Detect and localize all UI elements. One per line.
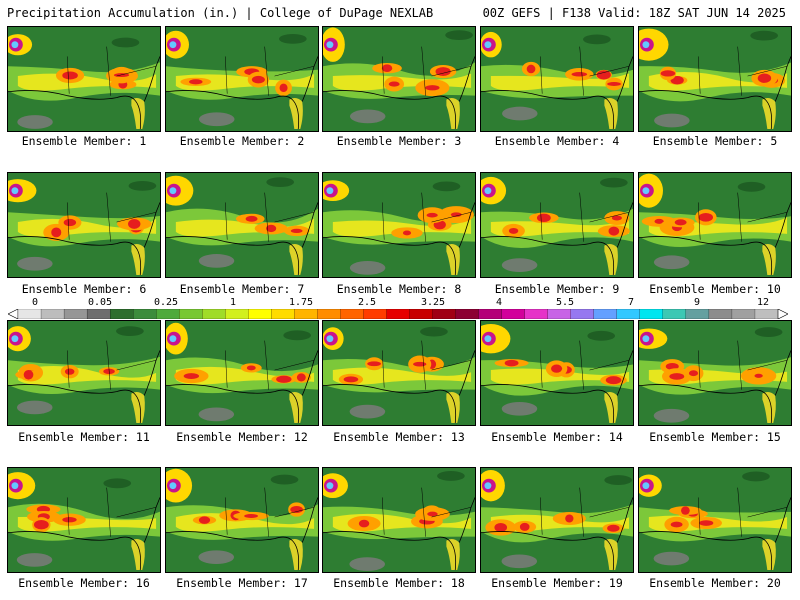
ensemble-member-map <box>7 467 161 573</box>
ensemble-member-label: Ensemble Member: 12 <box>176 430 308 444</box>
ensemble-member-label: Ensemble Member: 15 <box>649 430 781 444</box>
ensemble-member-label: Ensemble Member: 14 <box>491 430 623 444</box>
ensemble-member-label: Ensemble Member: 2 <box>179 134 305 148</box>
ensemble-member-label: Ensemble Member: 18 <box>333 576 465 590</box>
ensemble-member-label: Ensemble Member: 10 <box>649 282 781 296</box>
map-title: Precipitation Accumulation (in.) | Colle… <box>7 6 434 20</box>
ensemble-member-label: Ensemble Member: 8 <box>336 282 462 296</box>
color-scale-graphic <box>8 309 788 319</box>
ensemble-member-map <box>7 320 161 426</box>
color-scale-tick-label: 5.5 <box>555 297 575 308</box>
color-scale-tick-label: 1 <box>229 297 237 308</box>
color-scale-tick-label: 0.05 <box>87 297 113 308</box>
ensemble-member-map <box>7 26 161 132</box>
ensemble-member-map <box>322 26 476 132</box>
ensemble-member-map <box>638 467 792 573</box>
ensemble-member-label: Ensemble Member: 3 <box>336 134 462 148</box>
ensemble-member-map <box>165 172 319 278</box>
ensemble-member-map <box>322 320 476 426</box>
ensemble-member-map <box>480 172 634 278</box>
color-scale-tick-label: 4 <box>495 297 503 308</box>
ensemble-member-map <box>638 26 792 132</box>
ensemble-member-map <box>322 172 476 278</box>
ensemble-member-map <box>480 320 634 426</box>
ensemble-member-label: Ensemble Member: 13 <box>333 430 465 444</box>
ensemble-member-map <box>480 26 634 132</box>
ensemble-member-label: Ensemble Member: 6 <box>21 282 147 296</box>
ensemble-member-map <box>165 26 319 132</box>
ensemble-member-label: Ensemble Member: 19 <box>491 576 623 590</box>
ensemble-member-label: Ensemble Member: 20 <box>649 576 781 590</box>
ensemble-member-map <box>7 172 161 278</box>
color-scale-tick-label: 9 <box>693 297 701 308</box>
color-scale-tick-label: 3.25 <box>420 297 446 308</box>
ensemble-member-map <box>638 172 792 278</box>
ensemble-member-label: Ensemble Member: 11 <box>18 430 150 444</box>
ensemble-member-label: Ensemble Member: 9 <box>494 282 620 296</box>
ensemble-member-map <box>165 467 319 573</box>
valid-time: 00Z GEFS | F138 Valid: 18Z SAT JUN 14 20… <box>482 6 786 20</box>
ensemble-member-label: Ensemble Member: 5 <box>652 134 778 148</box>
ensemble-member-map <box>165 320 319 426</box>
ensemble-member-map <box>638 320 792 426</box>
ensemble-member-label: Ensemble Member: 4 <box>494 134 620 148</box>
color-scale-bar <box>8 309 788 319</box>
color-scale-tick-label: 2.5 <box>357 297 377 308</box>
color-scale-tick-label: 0 <box>31 297 39 308</box>
ensemble-member-label: Ensemble Member: 1 <box>21 134 147 148</box>
color-scale-tick-label: 1.75 <box>288 297 314 308</box>
ensemble-member-map <box>480 467 634 573</box>
ensemble-member-map <box>322 467 476 573</box>
ensemble-member-label: Ensemble Member: 16 <box>18 576 150 590</box>
color-scale-tick-label: 7 <box>627 297 635 308</box>
ensemble-member-label: Ensemble Member: 7 <box>179 282 305 296</box>
color-scale-tick-label: 12 <box>756 297 770 308</box>
color-scale-tick-label: 0.25 <box>153 297 179 308</box>
ensemble-member-label: Ensemble Member: 17 <box>176 576 308 590</box>
